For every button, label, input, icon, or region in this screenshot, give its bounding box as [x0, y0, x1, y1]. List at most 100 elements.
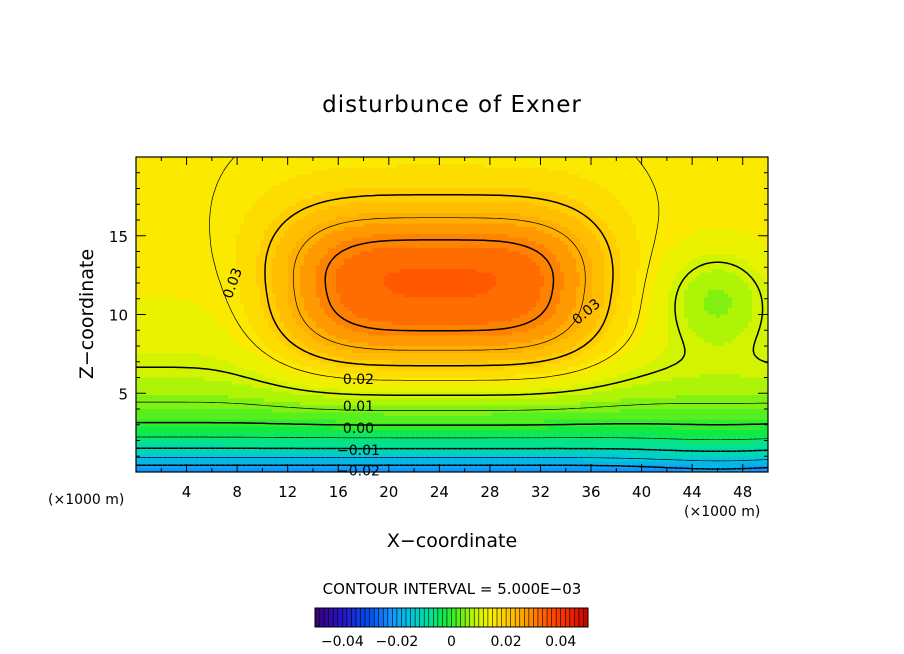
contour-cell: [544, 213, 549, 218]
contour-cell: [376, 160, 381, 165]
contour-cell: [536, 230, 541, 235]
contour-cell: [240, 220, 245, 225]
contour-cell: [668, 185, 673, 190]
contour-cell: [404, 244, 409, 249]
contour-cell: [336, 164, 341, 169]
contour-cell: [292, 248, 297, 253]
contour-cell: [220, 195, 225, 200]
contour-cell: [488, 195, 493, 200]
contour-cell: [616, 251, 621, 256]
contour-cell: [652, 223, 657, 228]
contour-cell: [688, 185, 693, 190]
contour-cell: [256, 164, 261, 169]
contour-cell: [516, 195, 521, 200]
contour-cell: [316, 216, 321, 221]
contour-cell: [656, 251, 661, 256]
contour-cell: [360, 220, 365, 225]
contour-cell: [516, 174, 521, 179]
contour-cell: [188, 195, 193, 200]
contour-cell: [560, 223, 565, 228]
contour-cell: [744, 251, 749, 256]
contour-cell: [620, 244, 625, 249]
contour-cell: [288, 237, 293, 242]
contour-cell: [672, 216, 677, 221]
contour-cell: [536, 241, 541, 246]
contour-cell: [392, 241, 397, 246]
contour-cell: [364, 199, 369, 204]
contour-cell: [164, 164, 169, 169]
contour-cell: [548, 209, 553, 214]
contour-cell: [168, 262, 173, 267]
contour-cell: [312, 251, 317, 256]
contour-cell: [280, 202, 285, 207]
contour-cell: [272, 185, 277, 190]
contour-cell: [136, 220, 141, 225]
contour-cell: [512, 181, 517, 186]
contour-cell: [448, 244, 453, 249]
contour-cell: [752, 248, 757, 253]
contour-cell: [268, 185, 273, 190]
contour-cell: [712, 178, 717, 183]
contour-cell: [420, 157, 425, 162]
contour-cell: [552, 171, 557, 176]
contour-cell: [616, 216, 621, 221]
contour-cell: [496, 248, 501, 253]
contour-cell: [172, 244, 177, 249]
contour-cell: [544, 164, 549, 169]
contour-cell: [664, 202, 669, 207]
contour-cell: [160, 185, 165, 190]
contour-cell: [188, 185, 193, 190]
contour-cell: [496, 230, 501, 235]
contour-cell: [380, 188, 385, 193]
contour-cell: [388, 185, 393, 190]
contour-cell: [140, 192, 145, 197]
contour-cell: [200, 216, 205, 221]
contour-cell: [272, 230, 277, 235]
contour-cell: [272, 206, 277, 211]
contour-cell: [320, 206, 325, 211]
contour-cell: [684, 244, 689, 249]
contour-cell: [380, 255, 385, 260]
contour-cell: [180, 171, 185, 176]
contour-cell: [736, 251, 741, 256]
contour-cell: [328, 178, 333, 183]
contour-cell: [616, 195, 621, 200]
contour-cell: [148, 220, 153, 225]
contour-cell: [452, 174, 457, 179]
contour-cell: [660, 255, 665, 260]
contour-cell: [216, 185, 221, 190]
contour-cell: [664, 171, 669, 176]
contour-cell: [316, 255, 321, 260]
contour-cell: [496, 262, 501, 267]
contour-cell: [388, 160, 393, 165]
contour-cell: [324, 220, 329, 225]
contour-cell: [156, 255, 161, 260]
contour-cell: [468, 164, 473, 169]
contour-cell: [748, 237, 753, 242]
contour-cell: [272, 192, 277, 197]
contour-cell: [168, 185, 173, 190]
contour-cell: [176, 241, 181, 246]
contour-cell: [404, 255, 409, 260]
contour-cell: [200, 160, 205, 165]
contour-cell: [384, 202, 389, 207]
contour-cell: [748, 209, 753, 214]
contour-cell: [428, 181, 433, 186]
contour-cell: [168, 206, 173, 211]
contour-cell: [732, 262, 737, 267]
contour-cell: [760, 251, 765, 256]
contour-cell: [360, 244, 365, 249]
contour-cell: [376, 251, 381, 256]
contour-cell: [732, 223, 737, 228]
contour-cell: [152, 220, 157, 225]
contour-cell: [744, 209, 749, 214]
contour-cell: [512, 167, 517, 172]
contour-cell: [424, 160, 429, 165]
contour-cell: [160, 251, 165, 256]
contour-cell: [708, 251, 713, 256]
contour-cell: [740, 244, 745, 249]
contour-cell: [336, 167, 341, 172]
contour-cell: [528, 262, 533, 267]
contour-cell: [280, 220, 285, 225]
contour-cell: [708, 209, 713, 214]
